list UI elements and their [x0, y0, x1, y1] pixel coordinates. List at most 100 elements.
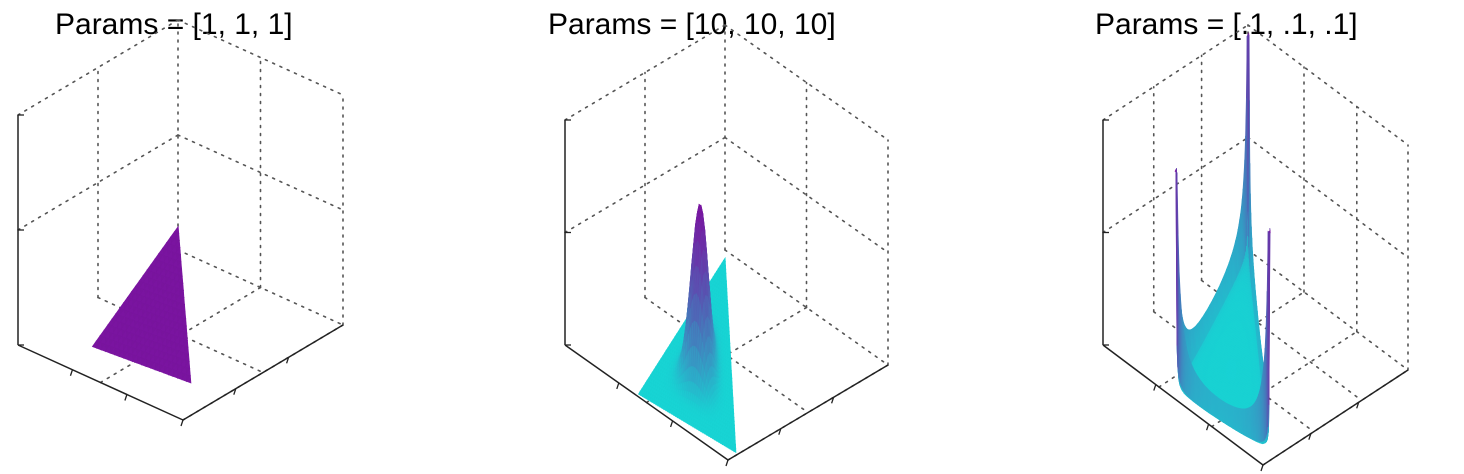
x-tick [669, 420, 674, 428]
surface-facet [105, 345, 111, 354]
surface-facet [700, 427, 704, 434]
surface-facet [716, 437, 719, 443]
grid-line [177, 134, 344, 211]
surface-facet [710, 433, 713, 440]
surface-facet [676, 413, 680, 420]
density-surface [1174, 32, 1271, 445]
density-surface [637, 203, 737, 454]
surface-facet [150, 361, 156, 371]
surface-facet [647, 396, 651, 402]
surface-facet [651, 398, 655, 404]
surface-facet [667, 407, 670, 414]
surface-facet [690, 421, 694, 428]
surface-facet [145, 360, 151, 369]
grid-line [724, 136, 889, 254]
surface-facet [132, 355, 138, 364]
x-tick [725, 459, 729, 467]
surface-facet [712, 434, 715, 441]
grid-line [1102, 24, 1249, 121]
surface-facet [680, 416, 684, 422]
chart-panel-uniform: Params = [1, 1, 1] [0, 0, 360, 474]
surface-facet [719, 439, 723, 445]
surface-facet [114, 348, 120, 357]
y-tick [778, 428, 782, 435]
x-axis [17, 344, 184, 421]
surface-facet [91, 340, 98, 349]
surface-facet [721, 440, 725, 447]
x-tick [124, 394, 128, 401]
surface-facet [637, 390, 641, 396]
surface-facet [127, 353, 133, 362]
y-tick [830, 397, 835, 404]
surface-facet [645, 395, 649, 401]
surface-facet [723, 441, 727, 448]
surface-facet [168, 368, 174, 377]
x-axis [1102, 344, 1264, 466]
surface-facet [704, 430, 708, 436]
chart-panel-peaked: Params = [10, 10, 10] [540, 0, 920, 474]
surface-facet [686, 419, 690, 426]
x-tick [180, 419, 184, 427]
grid-line [724, 24, 889, 141]
surface-facet [186, 375, 192, 384]
x-tick [1205, 423, 1210, 431]
surface-facet [665, 406, 668, 413]
surface-facet [702, 428, 706, 435]
surface-facet [643, 393, 647, 400]
surface-facet [692, 423, 696, 429]
grid-line [1247, 136, 1409, 259]
surface-facet [655, 400, 659, 407]
surface-facet [684, 418, 688, 424]
surface-plot [1102, 24, 1409, 472]
surface-facet [678, 414, 682, 421]
surface-facet [673, 411, 676, 417]
surface-facet [669, 409, 672, 415]
grid-line [644, 296, 809, 414]
surface-facet [109, 346, 116, 356]
surface-facet [696, 425, 700, 431]
surface-plot [17, 19, 344, 427]
surface-facet [141, 358, 147, 367]
chart-title: Params = [.1, .1, .1] [1095, 8, 1358, 41]
surface-facet [694, 424, 698, 430]
surface-facet [172, 370, 178, 379]
surface-facet [163, 366, 169, 376]
surface-facet [100, 343, 107, 352]
grid-line [724, 249, 889, 366]
chart-title: Params = [1, 1, 1] [55, 8, 293, 41]
x-axis [564, 344, 729, 461]
surface-facet [663, 405, 667, 411]
surface-facet [661, 404, 665, 410]
y-tick [1308, 433, 1312, 440]
surface-facet [725, 443, 729, 449]
grid-line [1158, 291, 1305, 388]
surface-facet [675, 412, 678, 419]
chart-panel-sparse: Params = [.1, .1, .1] [1075, 0, 1460, 474]
grid-line [1211, 330, 1358, 428]
surface-facet [177, 371, 183, 381]
surface-facet [659, 403, 663, 409]
surface-facet [714, 436, 717, 442]
surface-facet [118, 350, 125, 359]
x-tick [1260, 464, 1264, 472]
surface-facet [729, 445, 733, 451]
grid-line [1247, 249, 1409, 371]
y-axis [1262, 369, 1409, 466]
x-tick [616, 382, 620, 390]
surface-facet [649, 397, 653, 403]
grid-line [1247, 24, 1409, 146]
grid-line [177, 19, 344, 96]
surface-facet [706, 431, 710, 437]
surface-facet [159, 365, 165, 374]
surface-facet [123, 351, 129, 361]
y-tick [1356, 402, 1360, 409]
surface-facet [727, 444, 731, 450]
y-tick [233, 388, 237, 395]
grid-line [1102, 136, 1249, 234]
surface-plot [564, 24, 889, 467]
y-axis [727, 364, 889, 461]
y-tick [285, 357, 290, 364]
surface-facet [181, 373, 187, 382]
x-tick [1153, 384, 1157, 391]
surface-facet [708, 432, 711, 438]
